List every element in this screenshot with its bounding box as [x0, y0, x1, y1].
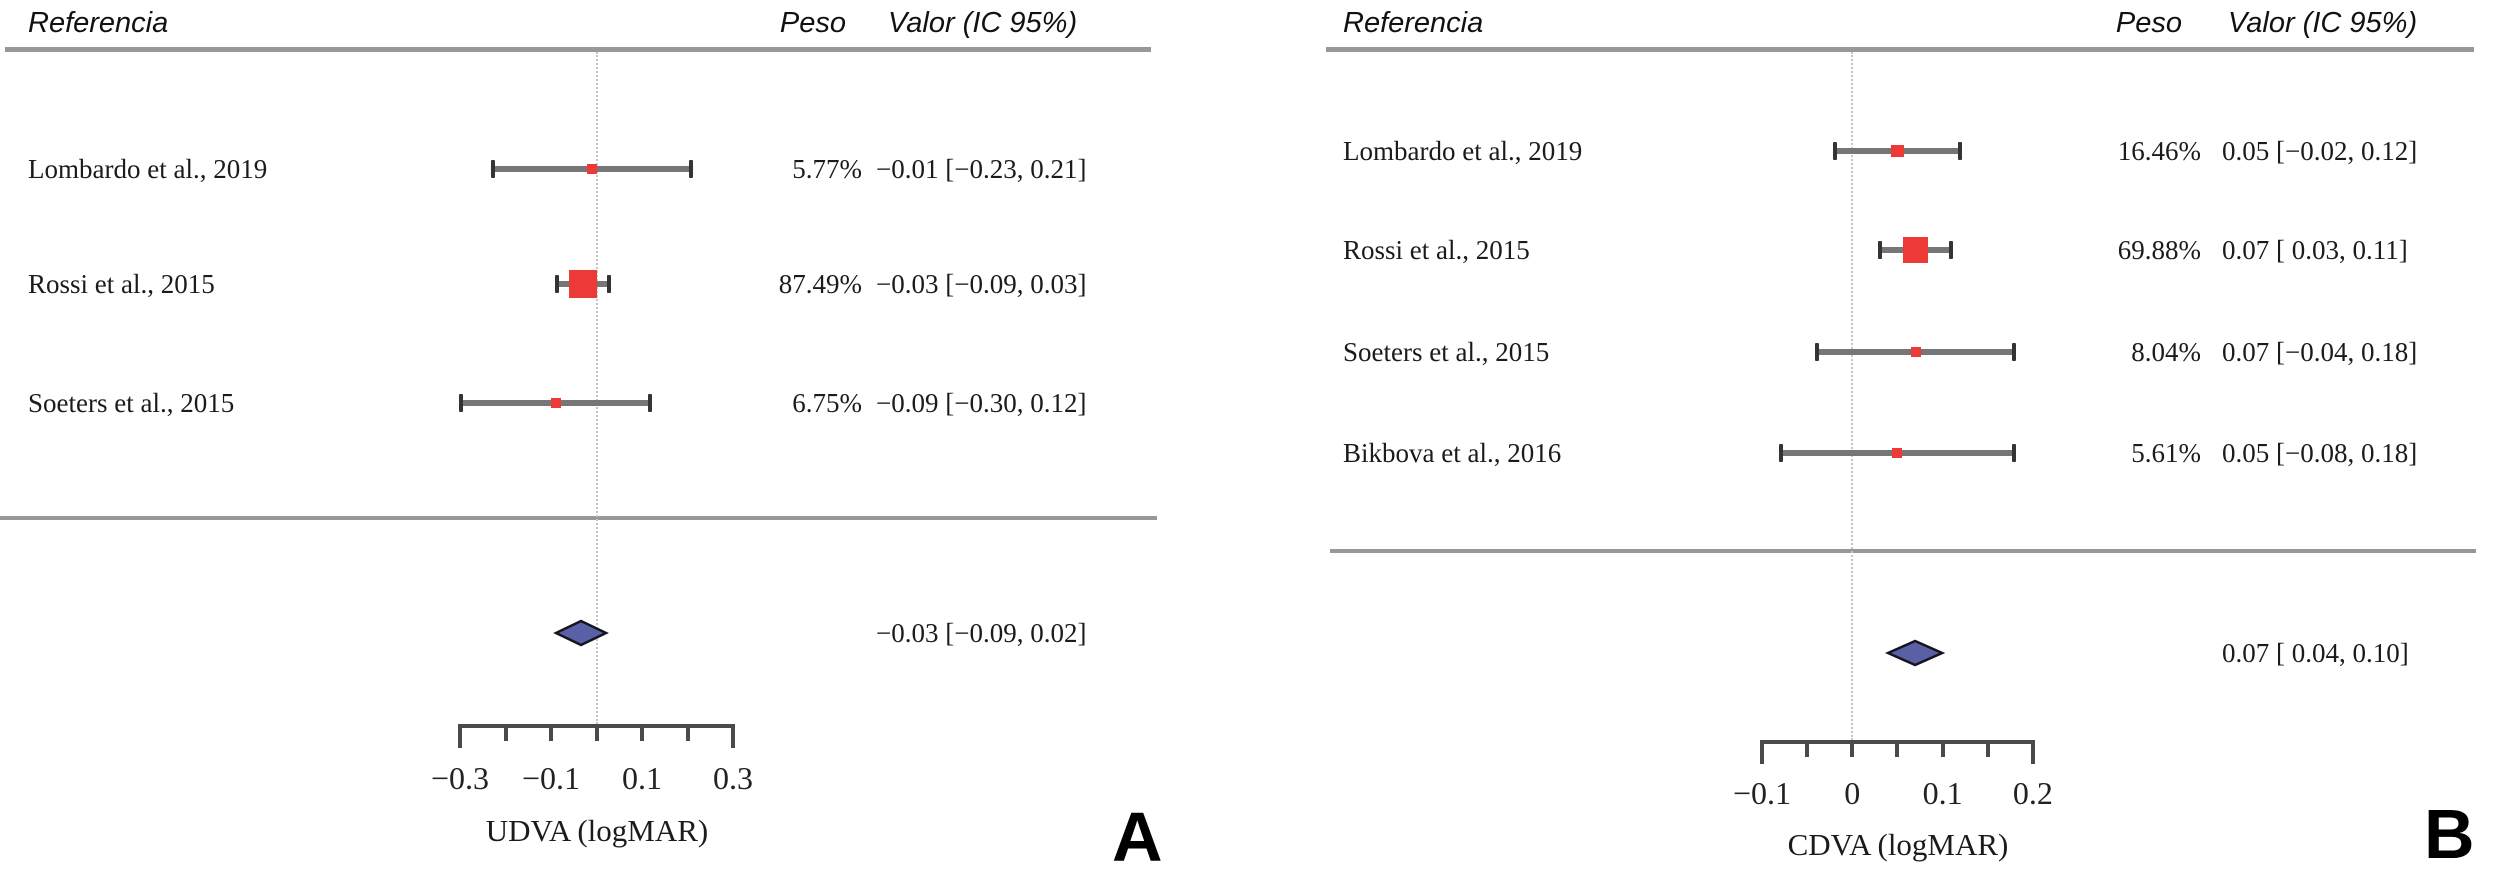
study-value: −0.09 [−0.30, 0.12]	[876, 388, 1087, 418]
study-ci-cap-right	[2011, 343, 2016, 361]
study-value: 0.07 [−0.04, 0.18]	[2222, 337, 2418, 367]
zero-reference-line	[1851, 52, 1854, 740]
study-estimate-marker	[550, 398, 561, 408]
study-label: Lombardo et al., 2019	[1343, 136, 1583, 166]
summary-diamond	[552, 619, 609, 647]
zero-reference-line	[595, 52, 598, 724]
study-value: 0.07 [ 0.03, 0.11]	[2222, 235, 2408, 265]
panel-a-summary-rule	[0, 516, 1157, 520]
axis-tick-label: −0.1	[1732, 775, 1792, 811]
study-label: Lombardo et al., 2019	[28, 154, 268, 184]
study-value: −0.03 [−0.09, 0.03]	[876, 269, 1087, 299]
panel-b-col-reference: Referencia	[1343, 7, 1484, 39]
axis-tick-label: 0.1	[622, 760, 662, 796]
study-ci-cap-left	[1779, 444, 1784, 462]
study-weight: 8.04%	[2131, 337, 2201, 367]
study-estimate-marker	[586, 164, 597, 174]
axis-tick	[1895, 740, 1900, 757]
study-ci-cap-left	[1815, 343, 1820, 361]
panel-a-col-reference: Referencia	[28, 7, 169, 39]
axis-tick	[503, 724, 508, 741]
study-estimate-marker	[1902, 237, 1929, 263]
study-estimate-marker	[1910, 347, 1921, 357]
study-label: Rossi et al., 2015	[28, 269, 215, 299]
axis-tick	[1985, 740, 1990, 757]
study-ci-cap-right	[1957, 142, 1962, 160]
axis-tick	[640, 724, 644, 741]
study-weight: 16.46%	[2117, 136, 2201, 166]
study-ci-cap-right	[648, 394, 653, 412]
panel-b-summary-rule	[1330, 549, 2476, 553]
study-weight: 5.61%	[2131, 438, 2201, 468]
axis-tick-label: 0	[1844, 775, 1861, 811]
summary-value: 0.07 [ 0.04, 0.10]	[2222, 638, 2409, 668]
summary-diamond	[1885, 639, 1946, 667]
study-estimate-marker	[568, 270, 597, 298]
study-weight: 87.49%	[778, 269, 862, 299]
study-label: Soeters et al., 2015	[1343, 337, 1550, 367]
axis-end-tick	[1760, 740, 1764, 764]
study-ci-cap-right	[1948, 241, 1953, 259]
panel-b-axis-title: CDVA (logMAR)	[1787, 827, 2009, 862]
panel-a-letter: A	[1112, 798, 1163, 876]
summary-value: −0.03 [−0.09, 0.02]	[876, 618, 1087, 648]
study-ci-cap-right	[689, 160, 694, 178]
axis-tick	[549, 724, 553, 741]
study-ci-cap-left	[1878, 241, 1883, 259]
study-ci-cap-right	[2011, 444, 2016, 462]
study-weight: 5.77%	[792, 154, 862, 184]
study-value: 0.05 [−0.02, 0.12]	[2222, 136, 2418, 166]
study-value: −0.01 [−0.23, 0.21]	[876, 154, 1087, 184]
study-ci-cap-left	[554, 275, 559, 293]
study-estimate-marker	[1892, 448, 1903, 458]
study-estimate-marker	[1891, 144, 1904, 158]
panel-a-header-rule	[5, 47, 1151, 52]
study-label: Soeters et al., 2015	[28, 388, 235, 418]
study-value: 0.05 [−0.08, 0.18]	[2222, 438, 2418, 468]
study-ci-cap-left	[490, 160, 495, 178]
axis-tick-label: 0.3	[713, 760, 753, 796]
panel-b-letter: B	[2424, 795, 2475, 873]
study-weight: 69.88%	[2117, 235, 2201, 265]
axis-tick	[1805, 740, 1810, 757]
axis-tick	[1850, 740, 1855, 757]
study-ci-cap-left	[459, 394, 463, 412]
axis-tick-label: 0.1	[1922, 775, 1963, 811]
axis-end-tick	[2030, 740, 2035, 764]
panel-b-col-weight: Peso	[2115, 7, 2182, 39]
panel-b-col-value: Valor (IC 95%)	[2228, 7, 2418, 39]
axis-tick	[685, 724, 690, 741]
axis-tick-label: −0.3	[430, 760, 490, 796]
axis-end-tick	[458, 724, 462, 748]
panel-a-col-value: Valor (IC 95%)	[888, 7, 1078, 39]
panel-a-col-weight: Peso	[779, 7, 846, 39]
axis-end-tick	[731, 724, 735, 748]
axis-tick	[1940, 740, 1945, 757]
study-weight: 6.75%	[792, 388, 862, 418]
panel-a-axis-title: UDVA (logMAR)	[485, 813, 709, 848]
study-ci-cap-left	[1833, 142, 1838, 160]
axis-tick-label: 0.2	[2012, 775, 2053, 811]
axis-tick	[594, 724, 599, 741]
axis-tick-label: −0.1	[521, 760, 581, 796]
panel-b-header-rule	[1326, 47, 2474, 52]
study-label: Bikbova et al., 2016	[1343, 438, 1562, 468]
study-label: Rossi et al., 2015	[1343, 235, 1530, 265]
study-ci-cap-right	[607, 275, 612, 293]
